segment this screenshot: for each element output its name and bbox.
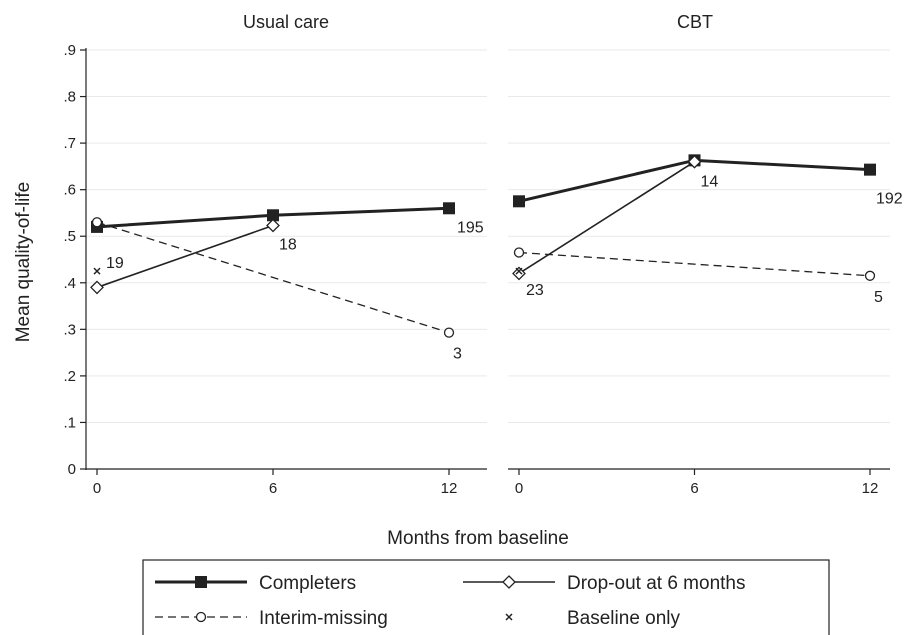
point-0-interim-missing-1 bbox=[443, 327, 455, 338]
panel-cbt: CBT 0 6 12 192 14 5 23 bbox=[508, 12, 903, 497]
legend-label-interim-missing: Interim-missing bbox=[259, 608, 388, 629]
x-tick-label-1-0: 0 bbox=[515, 480, 523, 497]
x-tick-label-0-0: 0 bbox=[93, 480, 101, 497]
point-label-1-drop-out-at-6-months-1: 14 bbox=[701, 174, 719, 191]
x-tick-label-1-1: 6 bbox=[690, 480, 698, 497]
series-line-1-drop-out-at-6-months bbox=[518, 161, 695, 275]
point-1-interim-missing-1 bbox=[864, 270, 876, 281]
y-tick-label-4: .4 bbox=[63, 275, 76, 292]
point-label-1-baseline-only-0: 23 bbox=[526, 282, 544, 299]
legend-label-drop-out-at-6-months: Drop-out at 6 months bbox=[567, 573, 745, 594]
x-tick-label-1-2: 12 bbox=[862, 480, 879, 497]
legend-marker-interim-missing bbox=[195, 611, 207, 623]
y-tick-label-8: .8 bbox=[63, 89, 76, 106]
legend-marker-completers bbox=[195, 576, 207, 588]
legend: Completers Drop-out at 6 months Interim-mi… bbox=[142, 559, 830, 635]
legend-label-baseline-only: Baseline only bbox=[567, 608, 681, 629]
point-label-0-drop-out-at-6-months-1: 18 bbox=[279, 237, 297, 254]
point-label-0-interim-missing-1: 3 bbox=[453, 346, 462, 363]
x-axis-title: Months from baseline bbox=[387, 528, 569, 549]
point-1-baseline-only-0 bbox=[515, 267, 523, 275]
legend-label-completers: Completers bbox=[259, 573, 356, 594]
point-label-0-completers-2: 195 bbox=[457, 219, 484, 236]
y-tick-label-5: .5 bbox=[63, 228, 76, 245]
y-tick-label-2: .2 bbox=[63, 368, 76, 385]
legend-box bbox=[142, 559, 830, 635]
point-1-interim-missing-0 bbox=[513, 247, 525, 258]
y-tick-label-6: .6 bbox=[63, 182, 76, 199]
series-line-0-interim-missing bbox=[96, 221, 450, 334]
legend-marker-baseline-only bbox=[505, 613, 513, 621]
panel-title-cbt: CBT bbox=[677, 12, 713, 32]
panel-usual-care: Usual care 0 .1 .2 .3 .4 .5 .6 .7 .8 .9 0 6 12 195 18 3… bbox=[63, 12, 487, 497]
point-0-baseline-only-0-stroke-b bbox=[93, 267, 101, 275]
legend-marker-drop-out-at-6-months bbox=[502, 575, 516, 589]
point-1-drop-out-at-6-months-0 bbox=[512, 266, 526, 281]
series-line-0-drop-out-at-6-months bbox=[96, 224, 274, 289]
legend-marker-baseline-only-stroke-b bbox=[505, 613, 513, 621]
point-1-completers-0 bbox=[513, 195, 525, 208]
y-axis-title: Mean quality-of-life bbox=[13, 182, 34, 343]
y-tick-label-3: .3 bbox=[63, 321, 76, 338]
panel-title-usual-care: Usual care bbox=[243, 12, 329, 32]
y-tick-label-0: 0 bbox=[68, 461, 76, 478]
y-tick-label-1: .1 bbox=[63, 414, 76, 431]
y-tick-label-9: .9 bbox=[63, 42, 76, 59]
point-1-baseline-only-0-stroke-b bbox=[515, 267, 523, 275]
y-axis-title-group: Mean quality-of-life bbox=[13, 182, 34, 343]
x-tick-label-0-1: 6 bbox=[269, 480, 277, 497]
point-label-0-baseline-only-0: 19 bbox=[106, 255, 124, 272]
point-0-drop-out-at-6-months-1 bbox=[266, 218, 280, 233]
point-1-completers-2 bbox=[864, 163, 876, 176]
point-label-1-interim-missing-1: 5 bbox=[874, 289, 883, 306]
y-tick-label-7: .7 bbox=[63, 135, 76, 152]
point-0-completers-1 bbox=[267, 209, 279, 222]
point-0-completers-2 bbox=[443, 202, 455, 215]
point-1-drop-out-at-6-months-1 bbox=[687, 154, 702, 169]
point-0-baseline-only-0 bbox=[93, 267, 101, 275]
point-0-interim-missing-0 bbox=[91, 217, 103, 228]
point-label-1-completers-2: 192 bbox=[876, 191, 903, 208]
x-tick-label-0-2: 12 bbox=[441, 480, 458, 497]
series-line-1-interim-missing bbox=[518, 251, 871, 277]
point-0-drop-out-at-6-months-0 bbox=[90, 280, 104, 295]
